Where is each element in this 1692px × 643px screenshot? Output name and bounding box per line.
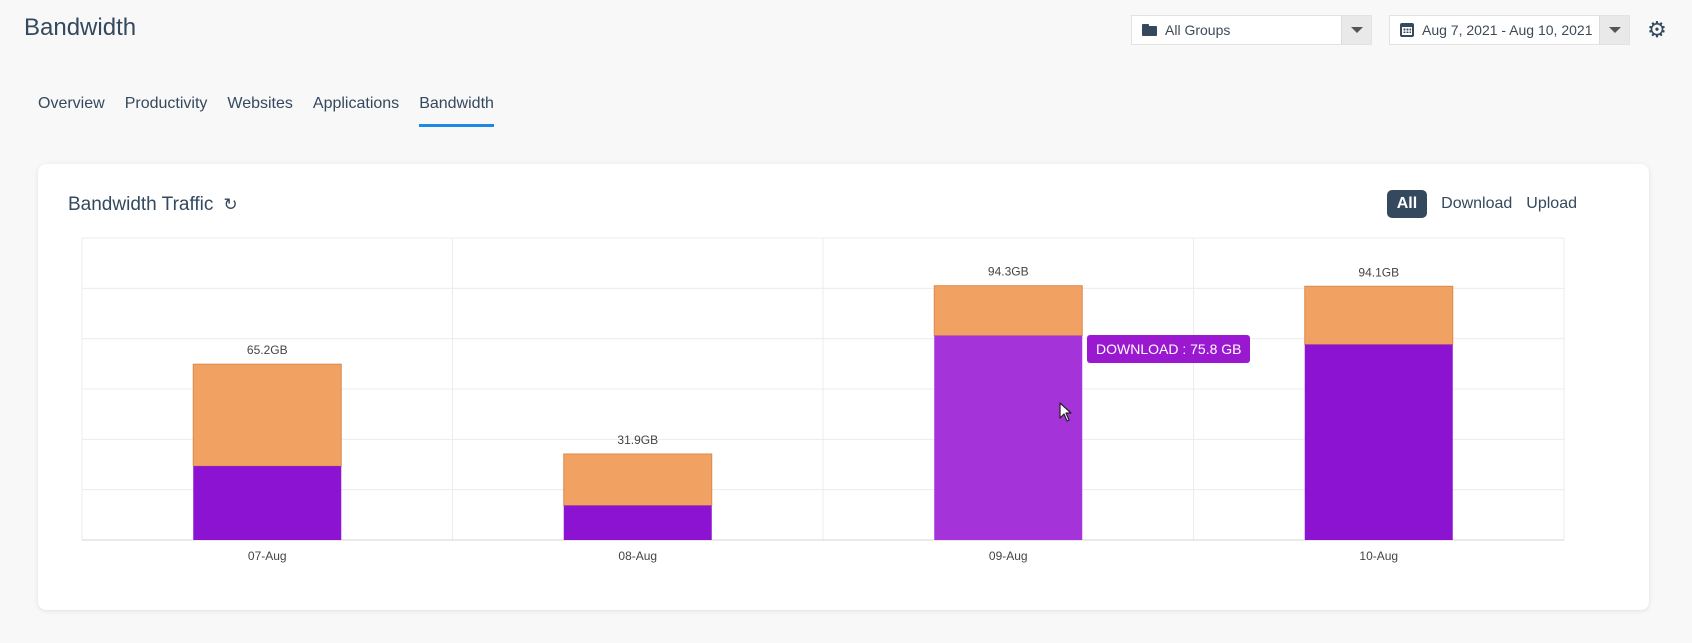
bar-total-label: 94.1GB <box>1358 265 1399 279</box>
chevron-down-icon <box>1350 27 1363 33</box>
tab-websites[interactable]: Websites <box>227 95 293 112</box>
tab-overview[interactable]: Overview <box>38 95 105 112</box>
bar-total-label: 65.2GB <box>247 343 288 357</box>
tab-applications[interactable]: Applications <box>312 95 400 112</box>
group-select-toggle[interactable] <box>1341 16 1371 44</box>
bar-download-08-Aug <box>563 505 712 540</box>
mouse-cursor-icon <box>1059 402 1072 422</box>
card-title: Bandwidth Traffic ↻ <box>68 194 238 216</box>
traffic-filter-group: All Download Upload <box>1386 190 1577 218</box>
folder-icon <box>1142 24 1157 36</box>
bar-upload-09-Aug <box>933 285 1083 337</box>
chart-tooltip: DOWNLOAD : 75.8 GB <box>1087 335 1251 363</box>
date-range-toggle[interactable] <box>1599 16 1629 44</box>
date-range-select[interactable]: Aug 7, 2021 - Aug 10, 2021 <box>1389 15 1630 45</box>
x-tick-label: 07-Aug <box>248 549 287 563</box>
page-title: Bandwidth <box>24 14 137 41</box>
tab-bandwidth[interactable]: Bandwidth <box>419 95 494 127</box>
filter-upload-button[interactable]: Upload <box>1526 195 1577 212</box>
bar-total-label: 31.9GB <box>617 433 658 447</box>
tab-bar: Overview Productivity Websites Applicati… <box>38 95 514 127</box>
group-select-value: All Groups <box>1165 22 1231 38</box>
refresh-icon[interactable]: ↻ <box>223 195 238 214</box>
gear-icon[interactable]: ⚙ <box>1647 17 1667 42</box>
x-tick-label: 10-Aug <box>1359 549 1398 563</box>
bar-total-label: 94.3GB <box>988 265 1029 279</box>
tab-productivity[interactable]: Productivity <box>124 95 208 112</box>
filter-download-button[interactable]: Download <box>1441 195 1513 212</box>
chevron-down-icon <box>1608 27 1621 33</box>
bar-download-07-Aug <box>193 466 342 540</box>
x-tick-label: 09-Aug <box>989 549 1028 563</box>
bar-upload-08-Aug <box>563 453 713 506</box>
calendar-icon <box>1400 23 1414 37</box>
bar-upload-10-Aug <box>1304 285 1454 346</box>
bar-download-09-Aug <box>934 335 1083 540</box>
x-tick-label: 08-Aug <box>618 549 657 563</box>
card-title-text: Bandwidth Traffic <box>68 194 214 215</box>
filter-all-button[interactable]: All <box>1386 190 1428 218</box>
bar-upload-07-Aug <box>192 363 342 467</box>
group-select[interactable]: All Groups <box>1131 15 1372 45</box>
date-range-value: Aug 7, 2021 - Aug 10, 2021 <box>1422 22 1593 38</box>
bar-download-10-Aug <box>1304 344 1453 540</box>
